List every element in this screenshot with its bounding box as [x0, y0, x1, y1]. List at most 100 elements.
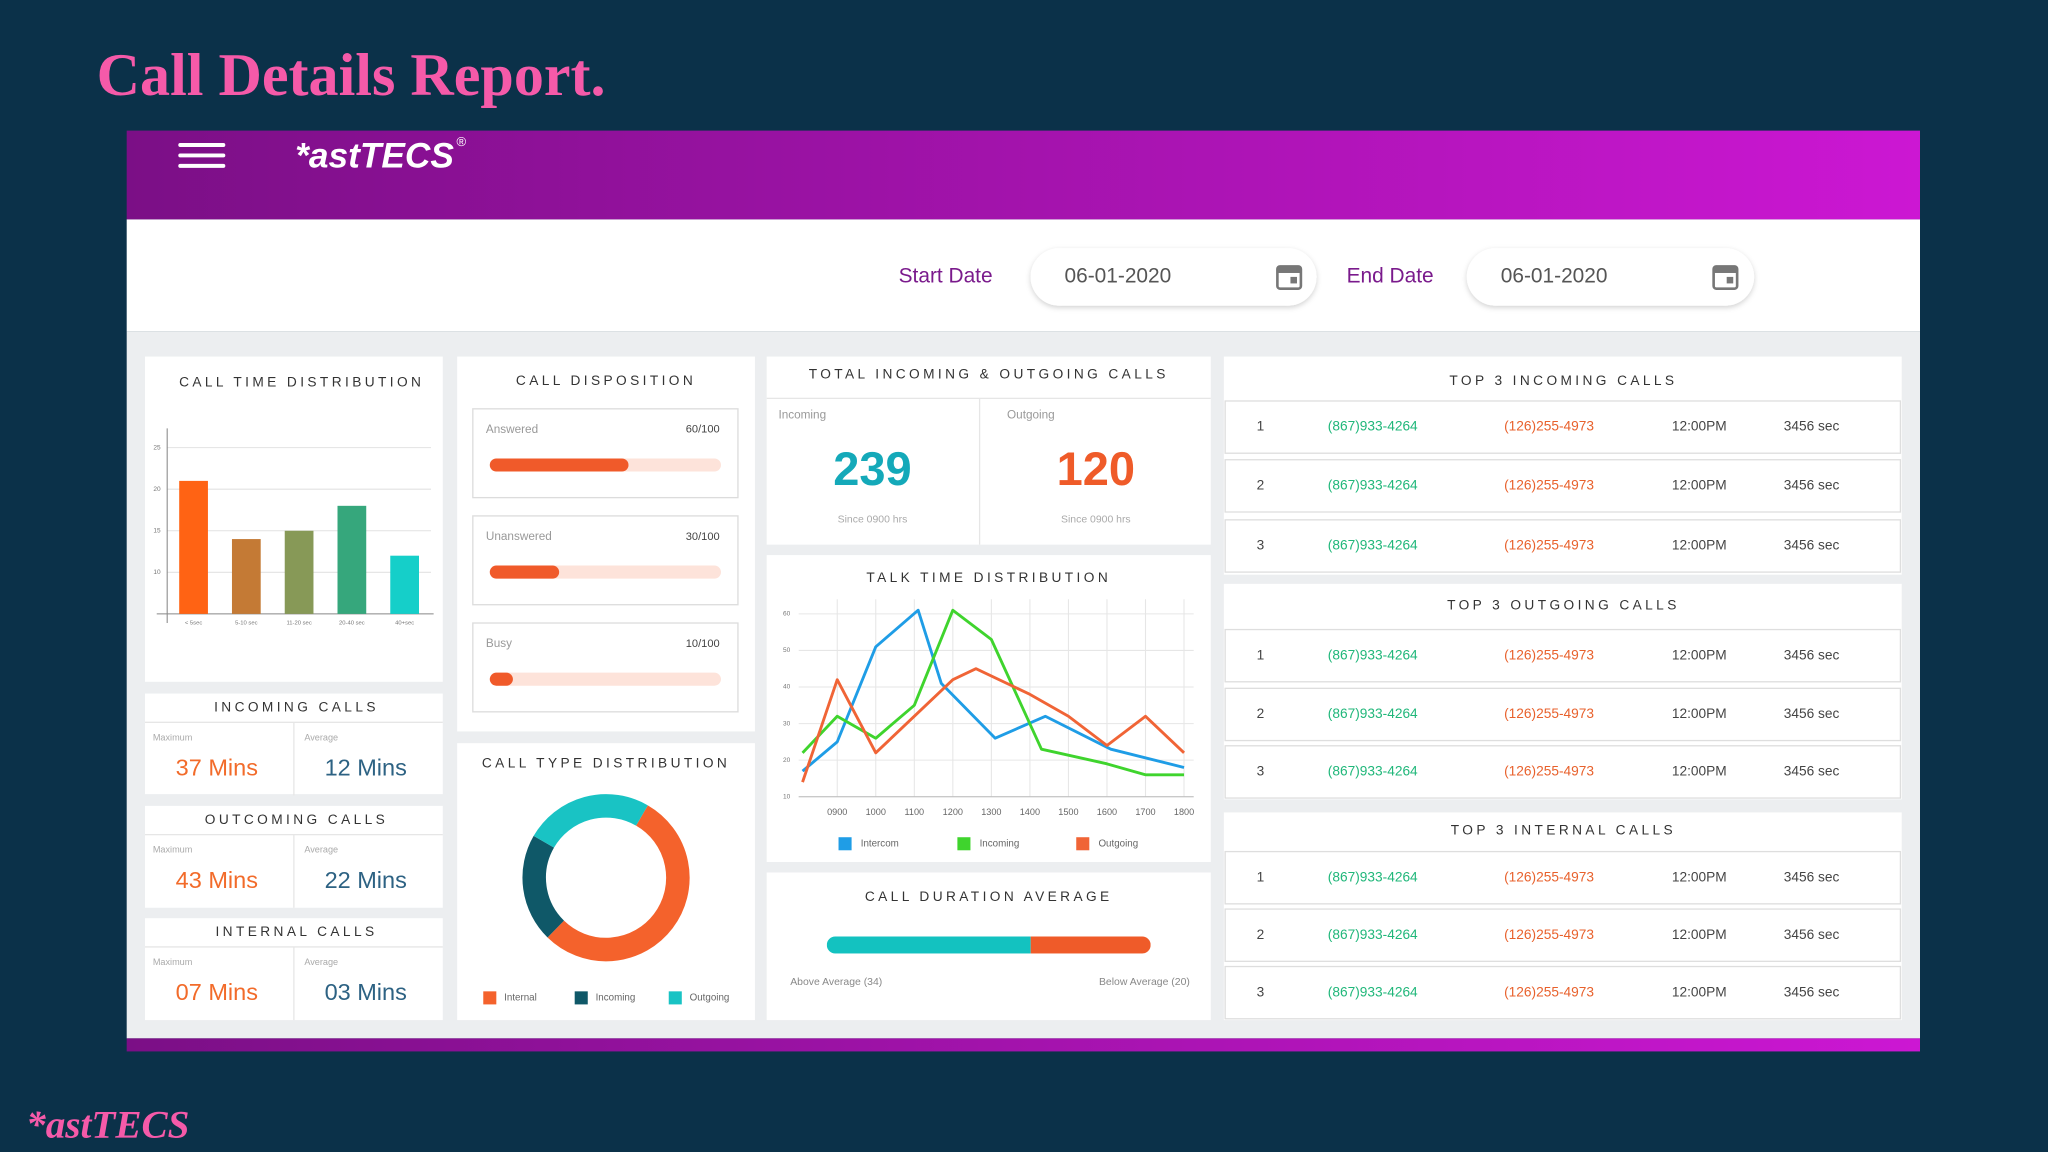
- table-cell: (867)933-4264: [1328, 419, 1418, 434]
- stat-label: Average: [304, 845, 338, 855]
- donut-segment: [522, 835, 565, 938]
- table-cell: (126)255-4973: [1504, 419, 1594, 434]
- menu-button[interactable]: [178, 143, 226, 168]
- table-row: [1224, 459, 1902, 513]
- end-date-input[interactable]: [1466, 248, 1755, 306]
- line-series: [801, 608, 1185, 773]
- y-tick-label: 50: [783, 647, 791, 654]
- panel-title: CALL TIME DISTRIBUTION: [179, 374, 424, 389]
- table-cell: 3: [1257, 538, 1265, 553]
- table-cell: (126)255-4973: [1504, 764, 1594, 779]
- table-cell: 2: [1257, 706, 1265, 721]
- duration-bar: [826, 936, 1151, 954]
- table-cell: 12:00PM: [1672, 869, 1727, 884]
- disposition-card: [472, 622, 739, 713]
- duration-label: Below Average (20): [1099, 977, 1190, 988]
- panel-title: TALK TIME DISTRIBUTION: [866, 570, 1111, 585]
- disposition-value: 10/100: [686, 638, 720, 650]
- table-row: [1224, 850, 1902, 905]
- calendar-icon-top: [1277, 266, 1301, 273]
- duration-segment: [1030, 936, 1151, 954]
- disposition-card: [472, 515, 739, 606]
- y-tick-label: 40: [783, 684, 791, 691]
- legend-swatch: [1076, 837, 1090, 851]
- end-date-label: End Date: [1347, 264, 1434, 287]
- x-tick-label: 1200: [943, 807, 963, 817]
- stat-label: Maximum: [153, 957, 193, 967]
- total-label: Outgoing: [1007, 408, 1055, 421]
- start-date-value: 06-01-2020: [1064, 264, 1171, 287]
- disposition-label: Answered: [486, 423, 538, 436]
- x-tick-label: 1100: [904, 807, 924, 817]
- table-cell: 2: [1257, 478, 1265, 493]
- table-cell: (126)255-4973: [1504, 478, 1594, 493]
- table-cell: 3456 sec: [1784, 647, 1840, 662]
- donut-segment: [547, 805, 690, 962]
- x-tick-label: 1300: [981, 807, 1001, 817]
- page-title: Call Details Report.: [97, 41, 606, 108]
- stat-value: 07 Mins: [176, 979, 258, 1005]
- x-tick-label: 0900: [827, 807, 847, 817]
- y-tick-label: 30: [783, 720, 791, 727]
- bar: [337, 505, 367, 614]
- stat-value: 22 Mins: [325, 867, 407, 893]
- stat-label: Maximum: [153, 732, 193, 742]
- calendar-icon-day: [1290, 276, 1297, 284]
- table-cell: 12:00PM: [1672, 984, 1727, 999]
- table-cell: 3456 sec: [1784, 706, 1840, 721]
- stat-value: 12 Mins: [325, 755, 407, 781]
- table-cell: (867)933-4264: [1328, 869, 1418, 884]
- donut-segment: [533, 794, 648, 849]
- calendar-icon-top: [1713, 266, 1738, 273]
- start-date-label: Start Date: [899, 264, 993, 287]
- panel-title: TOTAL INCOMING & OUTGOING CALLS: [809, 366, 1169, 381]
- legend-swatch: [838, 837, 852, 851]
- legend-label: Incoming: [980, 838, 1020, 849]
- table-cell: (867)933-4264: [1328, 706, 1418, 721]
- calendar-icon-day: [1726, 276, 1734, 284]
- table-cell: (867)933-4264: [1328, 984, 1418, 999]
- disposition-value: 60/100: [686, 424, 720, 436]
- panel-title: CALL TYPE DISTRIBUTION: [482, 756, 730, 771]
- legend-swatch: [957, 837, 971, 851]
- table-cell: (126)255-4973: [1504, 869, 1594, 884]
- x-tick-label: 11-20 sec: [286, 621, 311, 627]
- x-tick-label: 1500: [1058, 807, 1078, 817]
- table-cell: (126)255-4973: [1504, 538, 1594, 553]
- y-tick-label: 20: [783, 757, 791, 764]
- legend-swatch: [668, 991, 682, 1005]
- disposition-card: [472, 408, 739, 499]
- x-tick-label: 5-10 sec: [235, 621, 258, 627]
- y-tick-label: 25: [153, 444, 161, 451]
- legend-label: Incoming: [596, 992, 636, 1003]
- stat-label: Average: [304, 957, 338, 967]
- start-date-input[interactable]: [1030, 248, 1317, 306]
- disposition-value: 30/100: [686, 531, 720, 543]
- progress-bar: [489, 672, 513, 686]
- stat-label: Maximum: [153, 845, 193, 855]
- legend-swatch: [574, 991, 588, 1005]
- table-cell: 3456 sec: [1784, 764, 1840, 779]
- table-row: [1224, 400, 1902, 454]
- table-cell: (867)933-4264: [1328, 927, 1418, 942]
- table-cell: 12:00PM: [1672, 764, 1727, 779]
- bar: [231, 539, 261, 614]
- table-row: [1224, 908, 1902, 962]
- table-cell: 12:00PM: [1672, 927, 1727, 942]
- table-cell: 12:00PM: [1672, 419, 1727, 434]
- bar: [284, 530, 314, 614]
- table-cell: (126)255-4973: [1504, 706, 1594, 721]
- legend-swatch: [483, 991, 497, 1005]
- x-tick-label: 1400: [1020, 807, 1040, 817]
- bar: [390, 555, 420, 614]
- panel: [766, 356, 1211, 545]
- table-cell: (867)933-4264: [1328, 647, 1418, 662]
- table-cell: 12:00PM: [1672, 478, 1727, 493]
- x-tick-label: < 5sec: [185, 621, 202, 627]
- legend-label: Intercom: [861, 838, 899, 849]
- progress-bar: [489, 458, 629, 472]
- legend-label: Internal: [504, 992, 537, 1003]
- stat-value: 43 Mins: [176, 867, 258, 893]
